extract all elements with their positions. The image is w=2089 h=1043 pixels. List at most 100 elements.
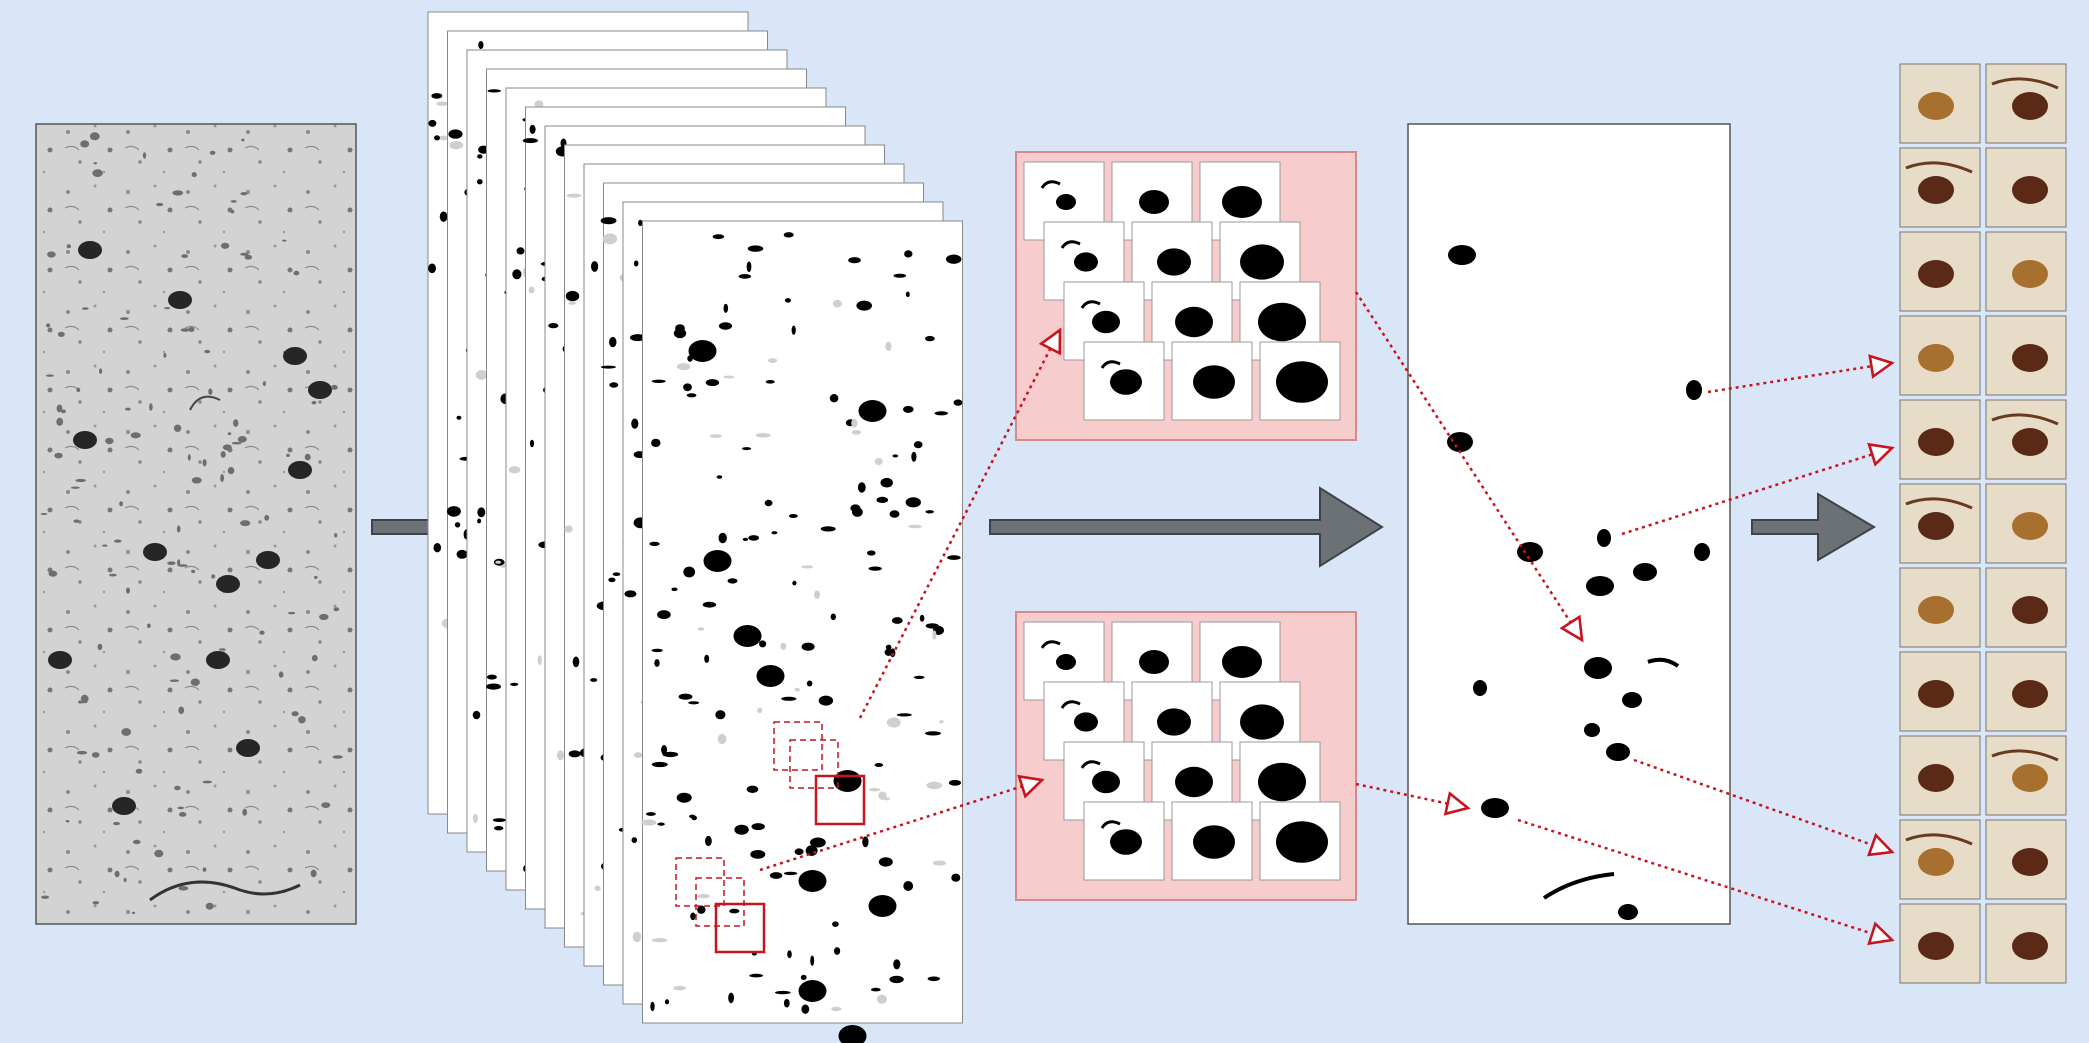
threshold-blob [927,976,940,982]
threshold-nucleus [733,625,762,647]
gray-speck [119,501,123,507]
stained-nucleus [1918,176,1954,204]
gray-speck [244,254,252,260]
gray-speck [205,902,214,910]
gray-speck [298,716,306,724]
patch-tile [1171,801,1253,881]
gray-speck [278,671,284,678]
mask-blob [1606,743,1630,761]
threshold-blob [439,135,448,141]
threshold-blob [878,857,893,867]
dotted-link-arrow [1355,782,1468,808]
patch-tile [1259,801,1341,881]
gray-speck [227,432,232,436]
gray-speck [66,244,71,249]
threshold-blob [495,560,502,564]
gray-speck [76,750,88,755]
threshold-blob [905,497,921,508]
gray-speck [73,519,80,523]
gray-speck [80,694,89,703]
threshold-blob [814,590,820,599]
gray-speck [54,452,63,459]
patch-blob [1056,194,1076,210]
threshold-blob [709,434,723,438]
gray-speck [82,307,89,310]
gray-speck [262,381,266,387]
gray-speck [92,901,100,905]
mask-blob [1622,692,1642,708]
gray-speck [75,478,86,483]
patch-blob [1258,302,1306,342]
gray-speck [40,513,48,515]
gray-speck [126,587,130,594]
threshold-blob [953,399,963,406]
threshold-blob [862,836,869,848]
threshold-blob [868,788,881,792]
patch-blob [1276,821,1328,863]
threshold-blob [781,696,797,701]
gray-nucleus [236,739,260,757]
gray-speck [188,327,195,332]
gray-speck [163,353,167,358]
threshold-blob [908,524,922,529]
threshold-blob [676,363,691,371]
patch-blob [1092,310,1120,334]
threshold-blob [764,499,773,507]
threshold-blob [548,323,559,329]
threshold-blob [750,850,766,859]
threshold-blob [649,541,660,547]
threshold-blob [633,260,639,267]
gray-speck [142,152,147,159]
gray-speck [191,172,197,178]
threshold-blob [472,710,481,720]
mask-fiber [1647,657,1680,668]
gray-speck [227,467,235,475]
gray-speck [264,514,270,521]
stain-fiber [1991,77,2059,90]
threshold-blob [650,1001,655,1012]
threshold-blob [528,286,535,294]
gray-speck [178,706,185,715]
threshold-blob [829,394,839,403]
threshold-blob [885,341,892,351]
threshold-blob [832,299,843,308]
threshold-blob [925,335,935,342]
patch-tile [1171,341,1253,421]
threshold-blob [801,642,815,651]
patch-fragment [1080,760,1101,769]
stained-nucleus [2012,176,2048,204]
gray-speck [191,569,196,574]
threshold-blob [590,678,598,682]
stained-nucleus [2012,260,2048,288]
patch-fragment [1100,360,1121,369]
threshold-blob [630,334,646,342]
threshold-blob [434,135,440,141]
gray-nucleus [78,241,102,259]
gray-speck [177,559,181,566]
threshold-nucleus [798,870,827,892]
threshold-blob [747,245,764,252]
gray-speck [304,453,311,461]
threshold-blob [818,695,834,706]
dotted-link-arrow [1621,448,1892,536]
threshold-blob [705,835,712,847]
threshold-blob [477,179,483,185]
stained-nucleus [1918,428,1954,456]
stained-nucleus [1918,764,1954,792]
gray-nucleus [206,651,230,669]
threshold-blob [702,601,717,608]
threshold-blob [439,211,448,222]
threshold-blob [486,674,497,680]
threshold-blob [794,848,804,855]
threshold-blob [791,325,796,335]
threshold-blob [946,254,962,264]
patch-fragment [1100,820,1121,829]
threshold-blob [891,617,903,624]
stain-fiber [1905,497,1973,510]
gray-speck [220,242,230,249]
threshold-blob [751,823,765,831]
threshold-blob [448,129,463,139]
gray-nucleus [283,347,307,365]
threshold-blob [885,644,892,650]
cell-thumbnail [1899,819,1981,900]
